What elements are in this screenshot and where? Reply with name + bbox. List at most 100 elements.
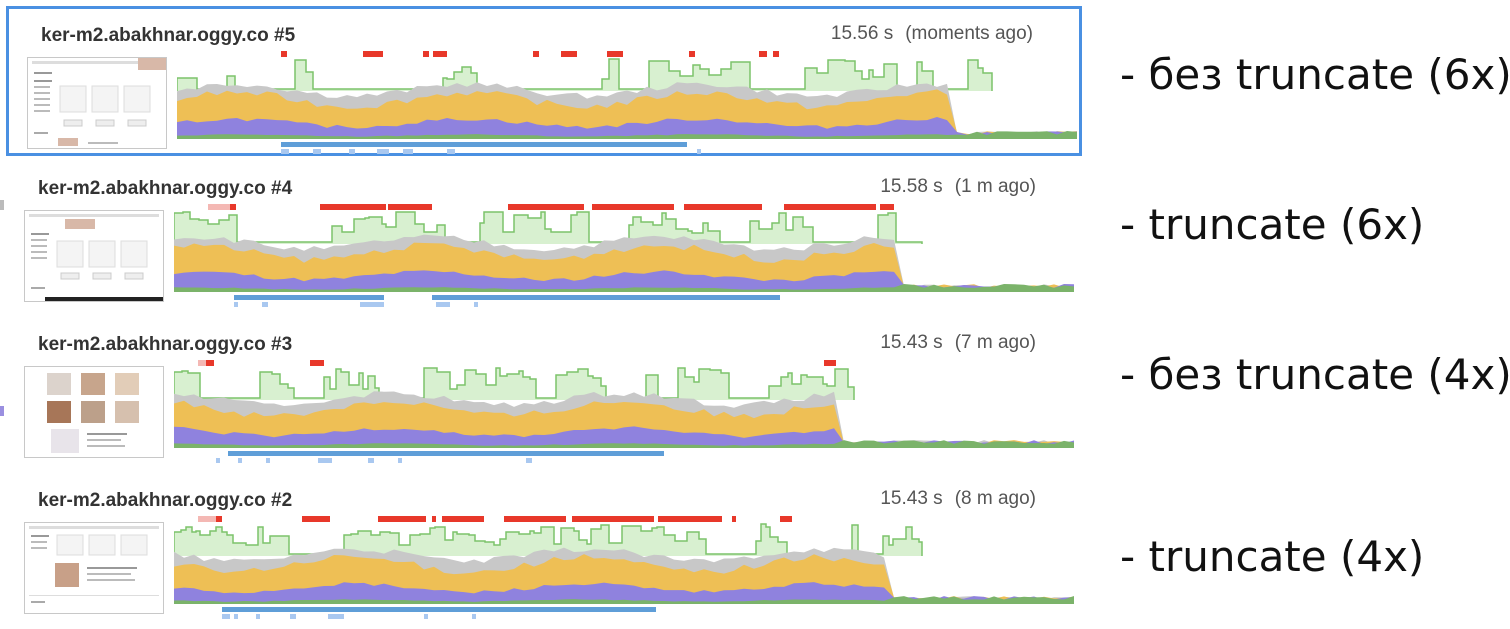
profile-meta: 15.43 s (7 m ago) [880, 332, 1036, 354]
timeline-svg [173, 204, 1074, 307]
network-request [472, 614, 476, 619]
annotation-note: - без truncate (4x) [1120, 350, 1510, 399]
network-request [328, 614, 344, 619]
network-request [424, 614, 428, 619]
long-task-marker [684, 204, 762, 210]
network-bar [432, 295, 780, 300]
long-task-marker [824, 360, 836, 366]
cpu-area [174, 524, 922, 556]
network-request [266, 458, 270, 463]
network-bar [281, 142, 687, 147]
timeline-svg [176, 51, 1077, 154]
long-task-light-marker [208, 204, 230, 210]
timeline[interactable] [173, 202, 1074, 317]
left-edge-gray [0, 200, 4, 210]
profile-duration: 15.56 s [830, 23, 894, 44]
thumbnail-screenshot[interactable] [24, 522, 164, 614]
profile-meta: 15.58 s (1 m ago) [880, 176, 1036, 198]
thumbnail-screenshot[interactable] [24, 210, 164, 302]
profile-ago: (1 m ago) [954, 176, 1036, 197]
network-request [436, 302, 450, 307]
layer-purple [174, 582, 1074, 604]
network-request [238, 458, 242, 463]
network-request [313, 149, 321, 154]
cpu-line [173, 367, 855, 400]
long-task-marker [508, 204, 584, 210]
network-request [377, 149, 389, 154]
long-task-marker [310, 360, 324, 366]
network-request [697, 149, 701, 154]
network-request [398, 458, 402, 463]
long-task-marker [784, 204, 876, 210]
long-task-marker [773, 51, 779, 57]
long-task-marker [230, 204, 236, 210]
long-task-marker [880, 204, 894, 210]
network-request [360, 302, 384, 307]
network-bar [234, 295, 384, 300]
network-request [222, 614, 230, 619]
long-task-marker [433, 51, 447, 57]
network-bar [228, 451, 664, 456]
thumbnail-screenshot[interactable] [27, 57, 167, 149]
long-task-light-marker [198, 516, 216, 522]
profile-card-2[interactable]: ker-m2.abakhnar.oggy.co #2 15.43 s (8 m a… [6, 474, 1082, 624]
long-task-marker [206, 360, 214, 366]
long-task-marker [533, 51, 539, 57]
network-request [281, 149, 289, 154]
layer-green [174, 440, 1074, 448]
profile-meta: 15.56 s (moments ago) [831, 23, 1033, 45]
long-task-marker [689, 51, 695, 57]
long-task-marker [281, 51, 287, 57]
long-task-marker [442, 516, 484, 522]
profile-card-3[interactable]: ker-m2.abakhnar.oggy.co #3 15.43 s (7 m a… [6, 318, 1082, 468]
profile-title[interactable]: ker-m2.abakhnar.oggy.co #4 [38, 178, 293, 199]
long-task-marker [363, 51, 383, 57]
profile-ago: (7 m ago) [954, 332, 1036, 353]
network-request [216, 458, 220, 463]
long-task-marker [302, 516, 330, 522]
thumbnail-screenshot[interactable] [24, 366, 164, 458]
layer-green [174, 284, 1074, 292]
long-task-marker [384, 204, 386, 210]
long-task-marker [504, 516, 566, 522]
timeline[interactable] [176, 49, 1077, 164]
network-request [403, 149, 413, 154]
network-request [234, 302, 238, 307]
long-task-marker [423, 51, 429, 57]
layer-purple [174, 270, 1074, 292]
profile-meta: 15.43 s (8 m ago) [880, 488, 1036, 510]
long-task-marker [216, 516, 222, 522]
timeline-svg [173, 360, 1074, 463]
profile-card-5[interactable]: ker-m2.abakhnar.oggy.co #5 15.56 s (momen… [6, 6, 1082, 156]
profile-title[interactable]: ker-m2.abakhnar.oggy.co #5 [41, 25, 296, 46]
thumbnail-text-page [28, 58, 166, 148]
long-task-marker [607, 51, 623, 57]
thumbnail-text-image-page [25, 523, 163, 613]
profile-card-4[interactable]: ker-m2.abakhnar.oggy.co #4 15.58 s (1 m a… [6, 162, 1082, 312]
network-bar [222, 607, 656, 612]
annotation-note: - без truncate (6x) [1120, 50, 1510, 99]
profile-title[interactable]: ker-m2.abakhnar.oggy.co #2 [38, 490, 293, 511]
long-task-marker [732, 516, 736, 522]
cpu-area [174, 368, 854, 400]
long-task-marker [780, 516, 792, 522]
network-request [526, 458, 532, 463]
layer-green [174, 596, 1074, 604]
cpu-line [173, 211, 923, 244]
profile-title[interactable]: ker-m2.abakhnar.oggy.co #3 [38, 334, 293, 355]
long-task-marker [572, 516, 654, 522]
profile-duration: 15.58 s [880, 176, 943, 197]
cpu-area [174, 212, 922, 244]
network-request [256, 614, 260, 619]
network-request [262, 302, 268, 307]
profile-ago: (moments ago) [905, 23, 1033, 44]
long-task-marker [592, 204, 674, 210]
layer-green [177, 131, 1077, 139]
timeline[interactable] [173, 514, 1074, 629]
profile-duration: 15.43 s [880, 488, 943, 509]
long-task-marker [561, 51, 577, 57]
timeline[interactable] [173, 358, 1074, 473]
long-task-marker [658, 516, 722, 522]
network-request [447, 149, 455, 154]
thumbnail-image-page [25, 367, 163, 457]
